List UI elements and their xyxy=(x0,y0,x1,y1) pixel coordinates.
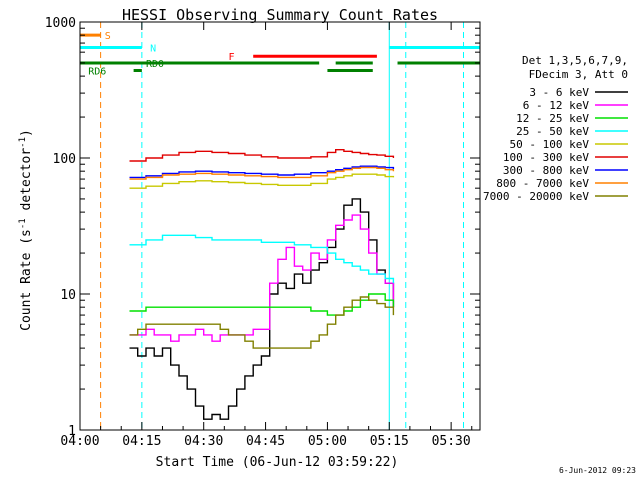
status-bar-label-s: S xyxy=(105,31,111,42)
y-tick-label-2: 100 xyxy=(53,152,76,167)
x-tick-label-5: 05:15 xyxy=(370,434,409,449)
y-tick-label-1: 10 xyxy=(60,288,76,303)
x-tick-label-4: 05:00 xyxy=(308,434,347,449)
y-axis-label-main: Count Rate (s xyxy=(19,229,34,331)
legend: Det 1,3,5,6,7,9, FDecim 3, Att 0 3 - 6 k… xyxy=(483,54,628,203)
x-axis-label: Start Time (06-Jun-12 03:59:22) xyxy=(156,455,399,470)
legend-label-2: 12 - 25 keV xyxy=(516,112,589,125)
series-line-8 xyxy=(129,296,395,349)
legend-label-0: 3 - 6 keV xyxy=(529,86,589,99)
x-tick-label-1: 04:15 xyxy=(122,434,161,449)
legend-header-2: FDecim 3, Att 0 xyxy=(529,68,628,81)
axes: 04:00 04:15 04:30 04:45 05:00 05:15 05:30 1 10 10… xyxy=(45,16,481,449)
status-bar-label-f: F xyxy=(228,52,234,63)
x-tick-label-0: 04:00 xyxy=(60,434,99,449)
legend-label-4: 50 - 100 keV xyxy=(510,138,590,151)
series-line-0 xyxy=(129,198,395,420)
status-bar-label-rd0: RD0 xyxy=(146,59,164,70)
y-axis-label-sup2: -1 xyxy=(18,137,28,148)
series-line-6 xyxy=(129,165,395,179)
series-line-5 xyxy=(129,149,395,162)
legend-header-1: Det 1,3,5,6,7,9, xyxy=(522,54,628,67)
y-axis-label-end: ) xyxy=(19,129,34,137)
y-axis-label: Count Rate (s-1 detector-1) xyxy=(18,129,34,331)
legend-label-6: 300 - 800 keV xyxy=(503,164,589,177)
x-tick-label-2: 04:30 xyxy=(184,434,223,449)
y-tick-label-0: 1 xyxy=(68,424,76,439)
x-tick-label-6: 05:30 xyxy=(432,434,471,449)
series-line-3 xyxy=(129,234,395,284)
y-tick-label-3: 1000 xyxy=(45,16,76,31)
series-line-7 xyxy=(129,166,395,180)
y-axis-label-mid: detector xyxy=(19,148,34,219)
chart-title: HESSI Observing Summary Count Rates xyxy=(122,6,438,24)
legend-label-1: 6 - 12 keV xyxy=(523,99,590,112)
plot-area: S N F RD0 RD6 xyxy=(80,22,480,430)
status-bar-label-n: N xyxy=(150,43,156,54)
series-line-1 xyxy=(129,214,395,342)
legend-label-8: 7000 - 20000 keV xyxy=(483,190,589,203)
plot-frame xyxy=(79,21,481,431)
legend-label-5: 100 - 300 keV xyxy=(503,151,589,164)
series-line-2 xyxy=(129,293,395,316)
y-axis-label-sup1: -1 xyxy=(18,218,28,229)
timestamp: 6-Jun-2012 09:23 xyxy=(559,466,636,475)
legend-label-7: 800 - 7000 keV xyxy=(496,177,589,190)
x-tick-label-3: 04:45 xyxy=(246,434,285,449)
series-line-4 xyxy=(129,173,395,189)
legend-label-3: 25 - 50 keV xyxy=(516,125,589,138)
status-bar-label-rd6: RD6 xyxy=(88,66,106,77)
